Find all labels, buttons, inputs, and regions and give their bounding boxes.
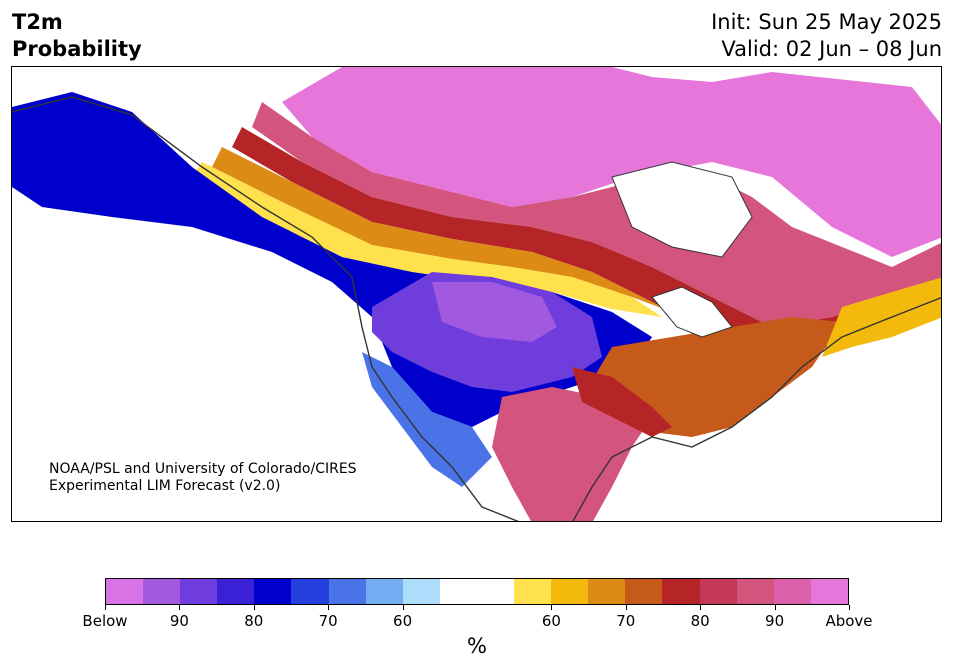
texas-warm-region — [492, 387, 652, 521]
colorbar-tick-mark — [179, 605, 181, 610]
title-line-1: T2m — [12, 10, 63, 34]
colorbar-tick-mark — [105, 605, 106, 610]
northeast-yellow — [822, 277, 941, 357]
hudson-bay — [611, 161, 753, 258]
credit-text: NOAA/PSL and University of Colorado/CIRE… — [49, 461, 357, 495]
title-line-2: Probability — [12, 37, 142, 61]
colorbar-tick-label: 80 — [690, 612, 710, 630]
colorbar-tick-mark — [402, 605, 404, 610]
colorbar-segment — [439, 579, 477, 604]
great-lakes — [651, 286, 733, 338]
southwest-light-blue — [362, 352, 492, 487]
colorbar-segment — [365, 579, 403, 604]
colorbar-segment — [217, 579, 255, 604]
colorbar-segment — [514, 579, 552, 604]
colorbar-segment — [662, 579, 700, 604]
probability-map — [12, 67, 941, 521]
colorbar-segment — [402, 579, 440, 604]
valid-range: Valid: 02 Jun – 08 Jun — [721, 37, 942, 61]
colorbar-segment — [773, 579, 811, 604]
colorbar-tick-label: Below — [82, 612, 128, 630]
coastline — [12, 96, 941, 521]
colorbar-segment — [810, 579, 848, 604]
colorbar-tick-label: 70 — [616, 612, 636, 630]
west-core-below — [432, 282, 557, 342]
colorbar-tick-label: 60 — [541, 612, 561, 630]
date-info: Init: Sun 25 May 2025 Valid: 02 Jun – 08… — [711, 9, 942, 63]
colorbar-segment — [143, 579, 181, 604]
colorbar-segment — [699, 579, 737, 604]
colorbar-segment — [476, 579, 515, 604]
colorbar-tick-mark — [328, 605, 330, 610]
colorbar-segment — [106, 579, 144, 604]
orange-band — [212, 147, 672, 312]
gulf-red-band — [572, 367, 672, 437]
chart-title: T2m Probability — [12, 9, 142, 63]
map-panel — [11, 66, 942, 522]
colorbar-tick-label: 80 — [244, 612, 264, 630]
arctic-above-region — [282, 67, 941, 257]
colorbar-tick-mark — [849, 605, 850, 610]
colorbar-unit: % — [467, 634, 487, 658]
colorbar-segment — [328, 579, 366, 604]
colorbar-tick-label: Above — [825, 612, 873, 630]
colorbar-segment — [736, 579, 774, 604]
credit-line-1: NOAA/PSL and University of Colorado/CIRE… — [49, 461, 357, 477]
colorbar-tick-label: 90 — [169, 612, 189, 630]
credit-line-2: Experimental LIM Forecast (v2.0) — [49, 478, 281, 494]
colorbar-tick-mark — [700, 605, 702, 610]
init-date: Init: Sun 25 May 2025 — [711, 10, 942, 34]
colorbar-segment — [254, 579, 292, 604]
colorbar-tick-mark — [625, 605, 627, 610]
colorbar-segment — [625, 579, 663, 604]
colorbar-tick-label: 70 — [318, 612, 338, 630]
colorbar-tick-mark — [774, 605, 776, 610]
colorbar-segment — [180, 579, 218, 604]
colorbar-tick-mark — [551, 605, 553, 610]
red-band — [232, 127, 941, 357]
colorbar-segment — [551, 579, 589, 604]
canada-warm-band — [252, 102, 941, 327]
colorbar-tick-label: 60 — [393, 612, 413, 630]
colorbar-segment — [588, 579, 626, 604]
colorbar-tick-label: 90 — [765, 612, 785, 630]
yellow-band — [192, 162, 662, 317]
colorbar-segment — [291, 579, 329, 604]
colorbar — [105, 578, 849, 605]
colorbar-tick-mark — [253, 605, 255, 610]
